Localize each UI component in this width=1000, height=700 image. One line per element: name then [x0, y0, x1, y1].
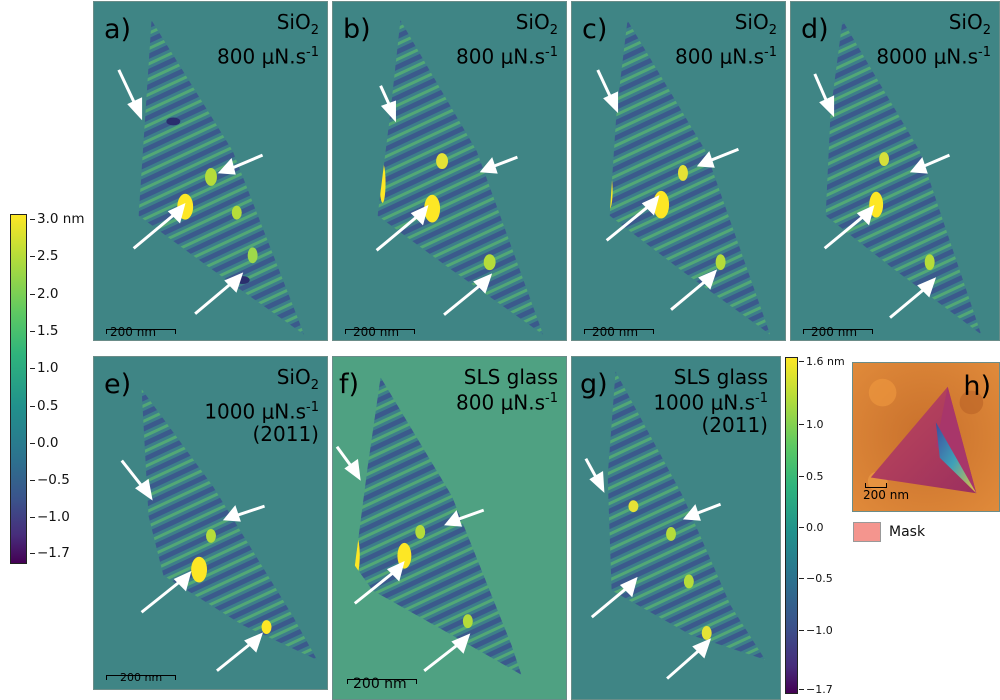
panel-b-map	[375, 20, 544, 335]
colorbar-tick: −0.5	[799, 572, 833, 585]
rate-text: 800 μN.s	[456, 390, 546, 415]
colorbar-tick: 2.0	[29, 286, 59, 302]
panel-label: c)	[582, 14, 608, 45]
colorbar-tick: 1.0	[799, 418, 824, 431]
colorbar-small	[785, 357, 798, 694]
rate-superscript: -1	[755, 391, 768, 406]
panel-f: f) SLS glass 800 μN.s-1 200 nm	[332, 356, 567, 700]
rate-superscript: -1	[978, 45, 991, 60]
scale-bar-label: 200 nm	[110, 325, 157, 339]
scale-bar: 200 nm	[803, 325, 873, 339]
panel-e: e) SiO2 1000 μN.s-1 (2011) 200 nm	[93, 356, 328, 690]
panel-c-map	[596, 20, 771, 335]
panel-c: c) SiO2 800 μN.s-1 200 nm	[571, 1, 786, 341]
panel-label: b)	[343, 14, 371, 45]
colorbar-tick: 2.5	[29, 248, 59, 264]
rate-superscript: -1	[545, 391, 558, 406]
material-text: SLS glass	[673, 365, 768, 389]
rate-superscript: -1	[306, 400, 319, 415]
scale-bar: 200 nm	[106, 671, 176, 684]
panel-annotation: SiO2 800 μN.s-1	[675, 11, 777, 68]
colorbar-tick: 1.0	[29, 360, 59, 376]
rate-text: 800 μN.s	[456, 44, 546, 69]
scale-bar-label: 200 nm	[863, 488, 910, 502]
material-text: SiO	[276, 365, 311, 389]
panel-g: g) SLS glass 1000 μN.s-1 (2011)	[571, 356, 781, 700]
material-text: SLS glass	[463, 365, 558, 389]
rate-text: 8000 μN.s	[876, 44, 979, 69]
panel-b: b) SiO2 800 μN.s-1 200 nm	[332, 1, 567, 341]
colorbar-tick: −0.5	[30, 472, 70, 488]
rate-text: 800 μN.s	[675, 44, 765, 69]
panel-d: d) SiO2 8000 μN.s-1 200 nm	[790, 1, 1000, 341]
material-subscript: 2	[310, 378, 319, 393]
colorbar-tick: 3.0 nm	[29, 211, 85, 227]
mask-legend: Mask	[853, 522, 925, 542]
colorbar-main	[10, 214, 27, 564]
rate-text: 1000 μN.s	[653, 390, 756, 415]
panel-h-map	[853, 363, 999, 511]
year-text: (2011)	[701, 412, 768, 437]
rate-superscript: -1	[306, 45, 319, 60]
panel-e-map	[120, 389, 318, 672]
year-text: (2011)	[252, 421, 319, 446]
scale-bar: 200 nm	[347, 676, 417, 692]
colorbar-tick: −1.0	[799, 624, 833, 637]
panel-label: a)	[104, 14, 132, 45]
panel-annotation: SiO2 800 μN.s-1	[217, 11, 319, 68]
rate-superscript: -1	[764, 45, 777, 60]
material-text: SiO	[734, 10, 769, 34]
material-subscript: 2	[982, 23, 991, 38]
panel-label: d)	[801, 14, 829, 45]
scale-bar: 200 nm	[106, 325, 176, 339]
scale-bar-label: 200 nm	[592, 325, 639, 339]
mask-legend-label: Mask	[889, 524, 926, 540]
scale-bar: 200 nm	[863, 483, 909, 502]
panel-label: f)	[339, 369, 360, 400]
rate-text: 1000 μN.s	[204, 399, 307, 424]
panel-h: h) 200 nm	[852, 362, 1000, 512]
material-text: SiO	[515, 10, 550, 34]
material-text: SiO	[948, 10, 983, 34]
material-subscript: 2	[768, 23, 777, 38]
colorbar-tick: 0.5	[799, 470, 824, 483]
panel-a: a) SiO2 800 μN.s-1 200 nm	[93, 1, 328, 341]
scale-bar-label: 200 nm	[120, 671, 163, 684]
mask-swatch	[853, 522, 881, 542]
colorbar-tick: 0.0	[799, 521, 824, 534]
panel-label: e)	[104, 369, 132, 400]
panel-annotation: SiO2 8000 μN.s-1	[876, 11, 991, 68]
scale-bar: 200 nm	[584, 325, 654, 339]
colorbar-tick: 0.0	[29, 435, 59, 451]
rate-superscript: -1	[545, 45, 558, 60]
colorbar-tick: 1.5	[29, 323, 59, 339]
colorbar-tick: 1.6 nm	[799, 355, 845, 368]
scale-bar: 200 nm	[345, 325, 415, 339]
panel-label: h)	[963, 371, 991, 402]
rate-text: 800 μN.s	[217, 44, 307, 69]
colorbar-tick: −1.7	[799, 683, 833, 696]
colorbar-tick: 0.5	[29, 398, 59, 414]
panel-g-map	[584, 371, 766, 680]
material-subscript: 2	[549, 23, 558, 38]
material-subscript: 2	[310, 23, 319, 38]
panel-annotation: SLS glass 800 μN.s-1	[456, 366, 558, 414]
panel-annotation: SLS glass 1000 μN.s-1 (2011)	[653, 366, 768, 436]
colorbar-tick: −1.0	[30, 509, 70, 525]
panel-d-map	[813, 20, 982, 335]
panel-annotation: SiO2 800 μN.s-1	[456, 11, 558, 68]
colorbar-tick: −1.7	[30, 545, 70, 561]
panel-a-map	[117, 20, 305, 335]
panel-f-map	[335, 377, 522, 675]
material-text: SiO	[276, 10, 311, 34]
scale-bar-label: 200 nm	[811, 325, 858, 339]
panel-label: g)	[580, 369, 608, 400]
scale-bar-label: 200 nm	[353, 325, 400, 339]
panel-annotation: SiO2 1000 μN.s-1 (2011)	[204, 366, 319, 445]
scale-bar-label: 200 nm	[353, 676, 407, 692]
